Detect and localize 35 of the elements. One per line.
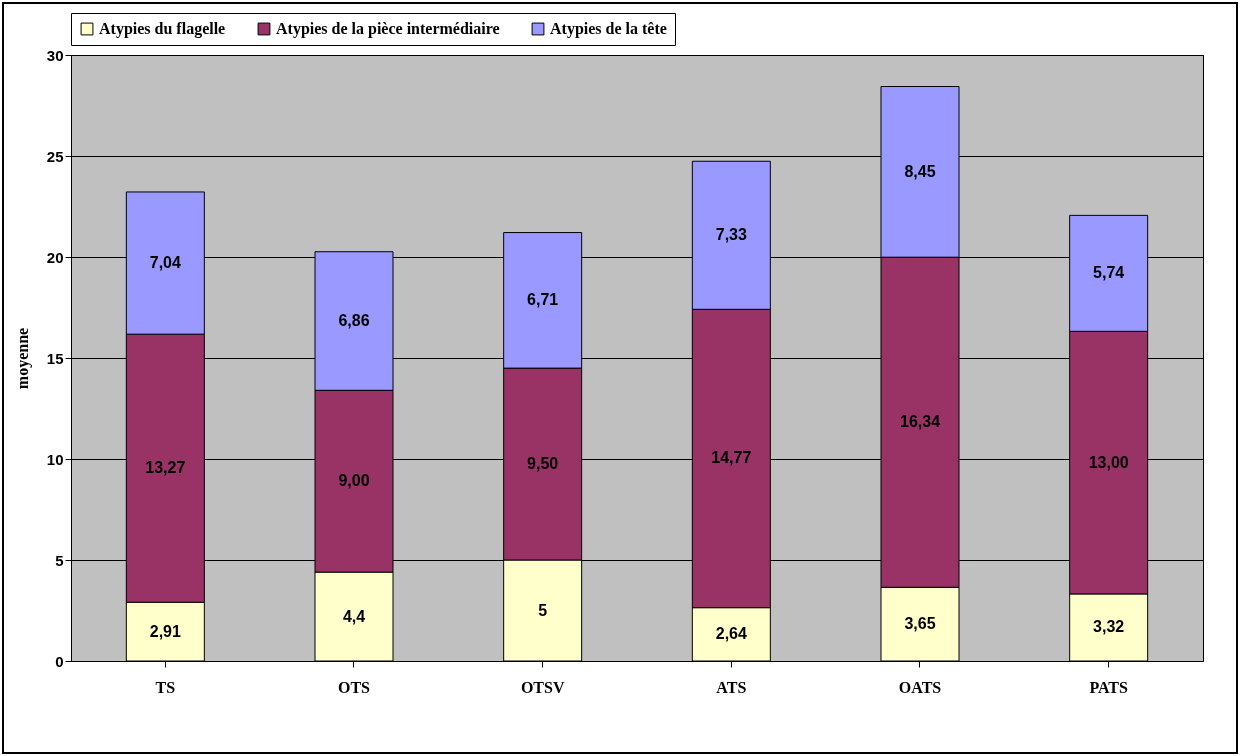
y-tick-label: 5 [55,551,64,569]
x-tick-label: TS [155,678,176,696]
y-tick-label: 25 [46,147,64,165]
legend-label: Atypies de la tête [550,20,667,38]
data-label: 14,77 [711,449,752,467]
y-tick-label: 15 [46,349,64,367]
x-tick-label: OATS [898,678,942,696]
data-label: 2,91 [149,622,182,640]
x-tick-label: OTSV [520,678,565,696]
data-label: 8,45 [904,162,936,180]
data-label: 2,64 [715,625,748,643]
y-tick-label: 10 [46,450,64,468]
data-label: 9,00 [338,472,370,490]
x-tick-label: PATS [1089,678,1129,696]
data-label: 3,32 [1093,618,1125,636]
y-tick-label: 0 [55,652,64,670]
x-tick-label: ATS [716,678,747,696]
data-label: 5 [538,601,548,619]
data-label: 3,65 [904,615,936,633]
data-label: 16,34 [899,413,941,431]
legend-label: Atypies de la pièce intermédiaire [276,20,500,38]
data-label: 6,71 [527,291,559,309]
data-label: 13,27 [145,459,186,477]
y-tick-label: 20 [46,248,64,266]
legend-label: Atypies du flagelle [99,20,226,38]
y-axis-title: moyenne [13,327,32,390]
x-tick-label: OTS [337,678,371,696]
data-label: 7,04 [149,254,182,272]
data-label: 9,50 [527,455,559,473]
data-label: 7,33 [715,226,748,244]
data-label: 13,00 [1088,453,1129,471]
data-label: 4,4 [342,607,366,625]
data-label: 5,74 [1093,264,1125,282]
data-label: 6,86 [338,312,370,330]
y-tick-label: 30 [46,46,64,64]
